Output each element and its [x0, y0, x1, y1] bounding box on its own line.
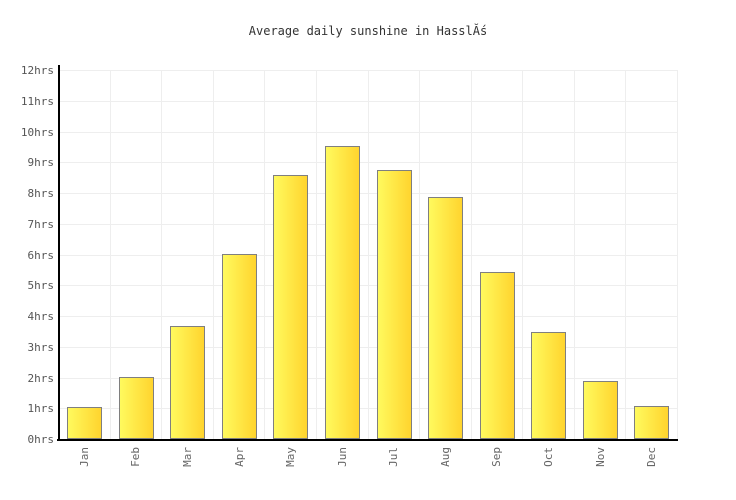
bar-jul: [376, 170, 412, 439]
vgridline-11: [625, 71, 627, 439]
hgridline-10hrs: [59, 131, 678, 133]
vgridline-4: [264, 71, 266, 439]
bar-jun: [324, 145, 360, 439]
vgridline-7: [419, 71, 421, 439]
vgridline-9: [522, 71, 524, 439]
hgridline-8hrs: [59, 193, 678, 194]
x-tick-label-may: May: [284, 447, 298, 467]
x-tick-label-nov: Nov: [593, 447, 607, 467]
y-tick-label-3hrs: 3hrs: [27, 340, 55, 354]
x-tick-label-jun: Jun: [335, 447, 349, 467]
x-tick-label-oct: Oct: [542, 447, 556, 467]
hgridline-5hrs: [59, 285, 678, 287]
y-tick-label-9hrs: 9hrs: [27, 156, 55, 170]
bar-jan: [67, 407, 102, 439]
x-tick-label-apr: Apr: [232, 447, 246, 467]
hgridline-6hrs: [59, 254, 678, 256]
y-tick-label-4hrs: 4hrs: [27, 310, 55, 323]
vgridline-12: [677, 71, 678, 439]
hgridline-3hrs: [59, 346, 678, 348]
y-tick-label-5hrs: 5hrs: [27, 279, 55, 293]
y-tick-label-7hrs: 7hrs: [27, 217, 55, 231]
vgridline-6: [367, 71, 369, 439]
hgridline-4hrs: [59, 316, 678, 317]
bar-nov: [582, 381, 618, 439]
x-tick-label-jan: Jan: [77, 447, 91, 467]
bar-may: [273, 175, 309, 439]
hgridline-11hrs: [59, 100, 678, 102]
x-tick-label-feb: Feb: [129, 447, 143, 467]
x-axis-line: [57, 439, 678, 441]
bar-sep: [479, 271, 515, 439]
chart-title: Average daily sunshine in HasslĂś: [248, 24, 488, 38]
y-tick-label-1hrs: 1hrs: [27, 402, 55, 416]
vgridline-10: [573, 71, 575, 439]
y-tick-label-8hrs: 8hrs: [27, 187, 55, 200]
vgridline-5: [315, 71, 317, 439]
bar-apr: [221, 253, 257, 439]
y-tick-label-11hrs: 11hrs: [20, 94, 54, 108]
plot-area: [59, 70, 678, 439]
bar-mar: [170, 325, 206, 439]
x-tick-label-mar: Mar: [180, 447, 194, 467]
x-tick-label-jul: Jul: [387, 447, 401, 467]
hgridline-2hrs: [59, 377, 678, 379]
bar-dec: [634, 405, 670, 439]
vgridline-8: [470, 71, 472, 439]
hgridline-1hrs: [59, 408, 678, 410]
vgridline-1: [109, 71, 111, 439]
vgridline-2: [161, 71, 163, 439]
x-tick-label-aug: Aug: [438, 447, 452, 467]
hgridline-7hrs: [59, 223, 678, 225]
y-axis-line: [58, 65, 60, 441]
vgridline-3: [212, 71, 214, 439]
y-tick-label-12hrs: 12hrs: [20, 64, 54, 77]
bar-oct: [531, 331, 567, 439]
bar-aug: [428, 196, 464, 439]
y-tick-label-6hrs: 6hrs: [27, 248, 55, 262]
bar-feb: [118, 376, 154, 439]
y-tick-label-2hrs: 2hrs: [27, 371, 55, 385]
hgridline-12hrs: [59, 70, 678, 71]
y-tick-label-10hrs: 10hrs: [20, 125, 54, 139]
x-tick-label-dec: Dec: [645, 447, 659, 467]
y-tick-label-0hrs: 0hrs: [27, 433, 55, 446]
hgridline-9hrs: [59, 162, 678, 164]
x-tick-label-sep: Sep: [490, 447, 504, 467]
